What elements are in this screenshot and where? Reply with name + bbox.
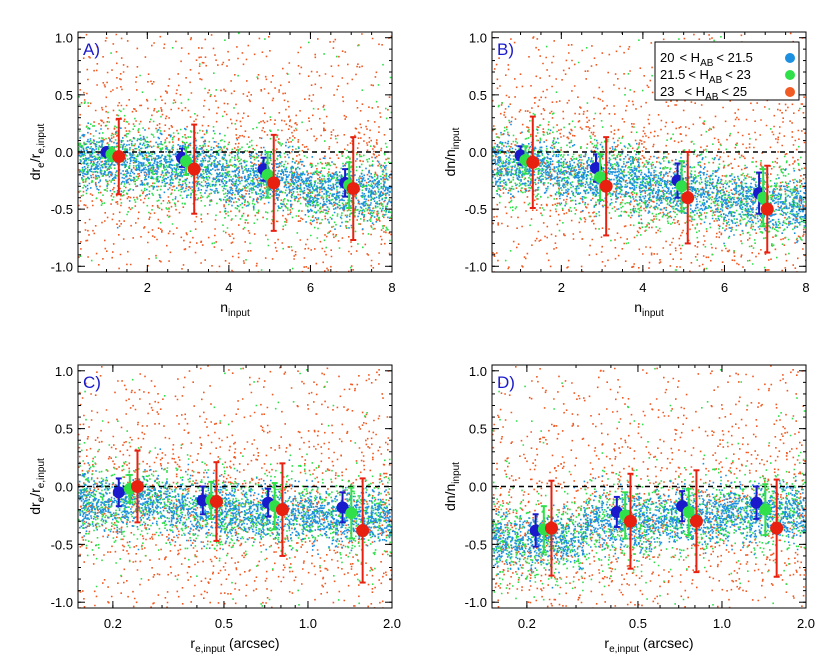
scatter-dots — [492, 32, 806, 272]
panels: -1.0 -0.5 0.0 0.5 1.0 2 4 6 8 ninput dre/re,input A… — [27, 31, 815, 655]
legend-entry-1: 20 < HAB < 21.5 — [660, 50, 753, 69]
marker-red — [209, 495, 223, 509]
y-tick-label: 0.5 — [55, 422, 73, 437]
y-tick-label: -0.5 — [51, 202, 73, 217]
y-axis-label: dn/ninput — [442, 462, 462, 511]
marker-red — [623, 514, 637, 528]
legend: 20 < HAB < 21.5 21.5 < HAB < 23 23 < HAB < 25 — [654, 41, 800, 103]
legend-entry-3: 23 < HAB < 25 — [660, 84, 747, 103]
x-axis-label: re,input (arcsec) — [190, 635, 279, 655]
scatter-cloud-a — [78, 32, 392, 272]
marker-red — [544, 521, 558, 535]
y-tick-label: 1.0 — [469, 31, 487, 46]
y-tick-label: 1.0 — [469, 364, 487, 379]
legend-marker-1 — [785, 53, 795, 63]
marker-blue — [750, 496, 763, 509]
legend-marker-2 — [785, 70, 795, 80]
marker-red — [681, 191, 695, 205]
marker-green — [675, 180, 688, 193]
y-tick-label: 0.0 — [469, 480, 487, 495]
scatter-cloud-b — [492, 32, 806, 272]
panel-tag: B) — [497, 40, 514, 59]
marker-red — [526, 155, 540, 169]
y-tick-label: 0.5 — [55, 88, 73, 103]
scatter-dots — [78, 448, 392, 555]
panel-b: -1.0 -0.5 0.0 0.5 1.0 2 4 6 8 ninput dn/ninput B) — [442, 31, 810, 319]
y-tick-label: 1.0 — [55, 364, 73, 379]
y-tick-label: 0.0 — [55, 145, 73, 160]
marker-green — [757, 191, 770, 204]
marker-red — [112, 150, 126, 164]
marker-blue — [196, 494, 209, 507]
y-tick-label: -0.5 — [465, 202, 487, 217]
marker-green — [345, 507, 358, 520]
scatter-dots — [78, 122, 392, 230]
panel-tag: C) — [83, 373, 101, 392]
x-axis-label: ninput — [634, 299, 664, 319]
panel-d: -1.0 -0.5 0.0 0.5 1.0 0.2 0.5 1.0 2.0 re,input (a… — [442, 364, 815, 655]
legend-entry-2: 21.5 < HAB < 23 — [660, 67, 751, 86]
y-tick-label: 0.5 — [469, 422, 487, 437]
x-tick-label: 8 — [802, 280, 809, 295]
y-tick-label: 1.0 — [55, 31, 73, 46]
x-tick-label: 0.5 — [629, 616, 647, 631]
x-tick-label: 1.0 — [713, 616, 731, 631]
y-tick-label: 0.5 — [469, 88, 487, 103]
x-tick-label: 0.5 — [215, 616, 233, 631]
x-tick-label: 4 — [639, 280, 646, 295]
y-axis-label: dre/re,input — [27, 123, 47, 180]
marker-red — [130, 480, 144, 493]
y-tick-label: -0.5 — [51, 537, 73, 552]
marker-red — [267, 176, 281, 190]
marker-red — [275, 503, 289, 517]
x-tick-label: 0.2 — [104, 616, 122, 631]
marker-red — [770, 521, 784, 535]
x-tick-label: 1.0 — [299, 616, 317, 631]
marker-red — [346, 182, 360, 196]
marker-blue — [589, 162, 602, 174]
x-tick-label: 2 — [558, 280, 565, 295]
x-tick-label: 2.0 — [383, 616, 401, 631]
marker-blue — [112, 486, 125, 499]
marker-green — [180, 155, 193, 168]
y-tick-label: 0.0 — [55, 480, 73, 495]
marker-red — [187, 162, 201, 176]
x-tick-label: 2 — [144, 280, 151, 295]
x-tick-label: 4 — [225, 280, 232, 295]
marker-red — [689, 514, 703, 528]
y-tick-label: -1.0 — [51, 595, 73, 610]
marker-green — [759, 503, 772, 516]
panel-tag: A) — [83, 40, 100, 59]
marker-red — [356, 523, 370, 537]
marker-green — [594, 171, 607, 184]
y-tick-label: -1.0 — [51, 259, 73, 274]
x-tick-label: 6 — [307, 280, 314, 295]
panel-c: -1.0 -0.5 0.0 0.5 1.0 0.2 0.5 1.0 2.0 re,input (a… — [27, 364, 401, 655]
y-tick-label: -1.0 — [465, 595, 487, 610]
marker-blue — [336, 501, 349, 514]
panel-a: -1.0 -0.5 0.0 0.5 1.0 2 4 6 8 ninput dre/re,input A… — [27, 31, 396, 319]
marker-red — [760, 202, 774, 216]
legend-marker-3 — [785, 87, 795, 97]
x-tick-label: 0.2 — [518, 616, 536, 631]
x-tick-label: 2.0 — [797, 616, 815, 631]
x-tick-label: 8 — [388, 280, 395, 295]
y-axis-label: dre/re,input — [27, 458, 47, 515]
y-tick-label: 0.0 — [469, 145, 487, 160]
y-tick-label: -1.0 — [465, 259, 487, 274]
x-axis-label: ninput — [220, 299, 250, 319]
marker-red — [599, 179, 613, 193]
x-axis-label: re,input (arcsec) — [604, 635, 693, 655]
legend-box — [654, 41, 800, 101]
y-axis-label: dn/ninput — [442, 127, 462, 176]
x-tick-label: 6 — [721, 280, 728, 295]
marker-green — [682, 505, 695, 518]
y-tick-label: -0.5 — [465, 537, 487, 552]
panel-tag: D) — [497, 373, 515, 392]
